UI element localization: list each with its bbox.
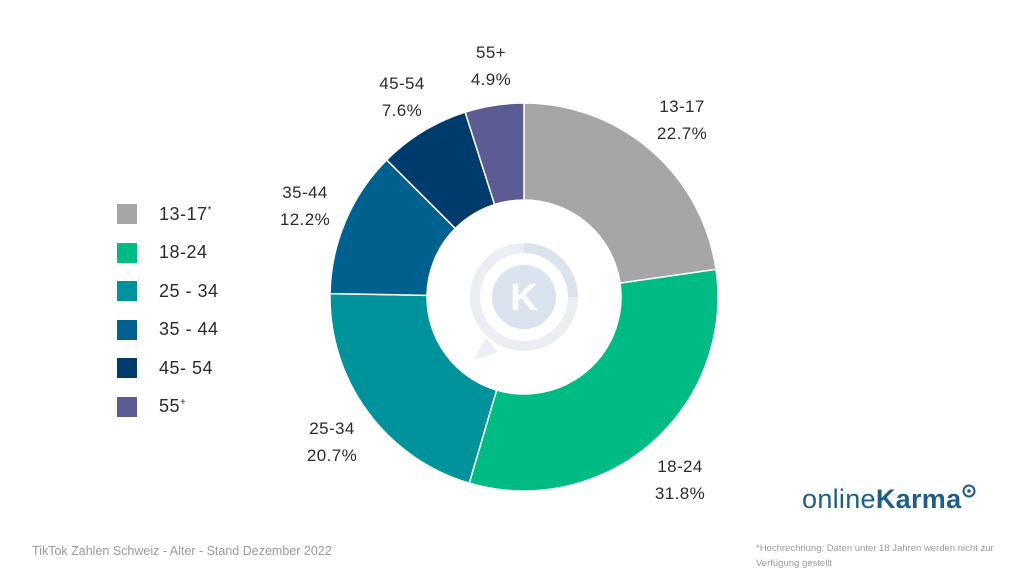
legend-item: 55+ xyxy=(117,396,219,418)
legend-swatch-55-plus xyxy=(117,396,137,417)
donut-slices xyxy=(329,102,719,492)
legend-label: 13-17* xyxy=(159,203,212,224)
legend-item: 25 - 34 xyxy=(117,280,219,302)
k-letter: K xyxy=(510,277,538,319)
slice-category-label: 18-24 xyxy=(657,457,703,476)
slice-value-label: 31.8% xyxy=(654,484,706,503)
speech-bubble-tail xyxy=(474,338,498,360)
legend: 13-17* 18-24 25 - 34 35 - 44 45- 54 55+ xyxy=(117,203,219,434)
legend-item: 18-24 xyxy=(117,242,219,264)
legend-label: 55+ xyxy=(159,396,187,416)
logo-text: onlineKarma xyxy=(802,484,962,514)
onlinekarma-logo: onlineKarma xyxy=(802,484,976,515)
footnote: *Hochrechnung: Daten unter 18 Jahren wer… xyxy=(756,543,994,569)
speech-bubble-ring-accent xyxy=(523,243,578,298)
legend-label: 45- 54 xyxy=(159,357,214,378)
legend-item: 35 - 44 xyxy=(117,319,219,341)
slice-label: 55+ 4.9% xyxy=(471,39,511,93)
legend-label: 25 - 34 xyxy=(159,280,219,301)
donut-slice-13-17 xyxy=(523,102,717,285)
legend-swatch-25-34 xyxy=(117,281,137,301)
onlinekarma-k-speech-bubble-icon: K xyxy=(470,243,578,360)
slice-value-label: 4.9% xyxy=(470,70,512,89)
slice-label: 25-34 20.7% xyxy=(307,415,357,469)
slice-value-label: 7.6% xyxy=(381,101,423,120)
footer-title: TikTok Zahlen Schweiz - Alter - Stand De… xyxy=(32,544,332,558)
legend-item: 13-17* xyxy=(117,203,219,225)
legend-label: 18-24 xyxy=(159,242,208,262)
slice-category-label: 45-54 xyxy=(379,74,425,93)
legend-item: 45- 54 xyxy=(117,357,219,379)
legend-swatch-35-44 xyxy=(117,319,137,340)
slice-category-label: 55+ xyxy=(475,43,507,62)
slice-label: 45-54 7.6% xyxy=(379,70,424,124)
slice-label: 13-17 22.7% xyxy=(657,93,707,147)
donut-slice-18-24 xyxy=(468,268,719,492)
k-disc xyxy=(492,265,556,329)
donut-slice-55-plus xyxy=(464,102,525,206)
legend-label: 35 - 44 xyxy=(159,319,219,339)
donut-slice-25-34 xyxy=(329,292,498,485)
slice-value-label: 20.7% xyxy=(306,446,358,465)
slice-category-label: 35-44 xyxy=(282,183,328,202)
slice-label: 18-24 31.8% xyxy=(655,453,705,507)
slice-category-label: 25-34 xyxy=(309,419,355,438)
slice-category-label: 13-17 xyxy=(659,97,705,116)
legend-swatch-13-17 xyxy=(117,204,137,224)
legend-swatch-45-54 xyxy=(117,358,137,378)
slice-value-label: 12.2% xyxy=(279,210,331,229)
legend-swatch-18-24 xyxy=(117,242,137,263)
slice-label: 35-44 12.2% xyxy=(280,179,330,233)
karma-circle-icon xyxy=(962,484,976,498)
slice-value-label: 22.7% xyxy=(656,124,708,143)
